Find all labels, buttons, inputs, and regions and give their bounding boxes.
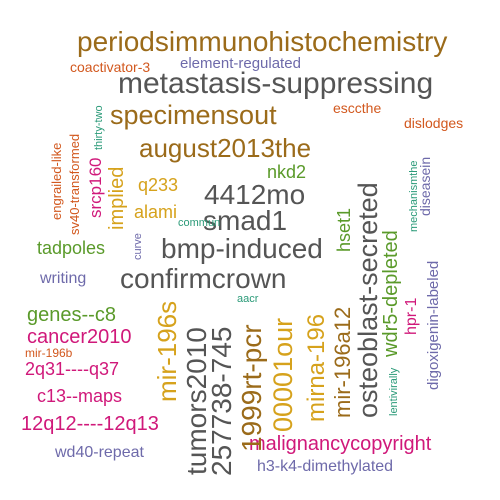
word-dislodges: dislodges (404, 116, 463, 130)
word-specimensout: specimensout (110, 102, 277, 129)
word-lentivirally: lentivirally (389, 368, 400, 416)
word-bmp-induced: bmp-induced (161, 235, 323, 263)
word-c13--maps: c13--maps (37, 387, 122, 405)
word-genes--c8: genes--c8 (27, 305, 116, 325)
word-confirmcrown: confirmcrown (120, 265, 286, 293)
word-malignancycopyright: malignancycopyright (249, 434, 431, 454)
word-mir-196b: mir-196b (25, 347, 72, 359)
word-engrailed-like: engrailed-like (50, 143, 63, 220)
word-curve: curve (133, 233, 144, 260)
word-mirna-196: mirna-196 (305, 314, 329, 422)
word-h3-k4-dimethylated: h3-k4-dimethylated (257, 459, 393, 475)
word-osteoblast-secreted: osteoblast-secreted (355, 182, 382, 418)
word-implied: implied (107, 167, 127, 230)
word-diseasein: diseasein (418, 157, 432, 216)
word-wdr5-depleted: wdr5-depleted (381, 230, 401, 357)
word-wd40-repeat: wd40-repeat (55, 445, 144, 461)
word-mir-196a12: mir-196a12 (332, 307, 354, 418)
word-257738-745: 257738-745 (208, 327, 236, 476)
word-esccthe: esccthe (333, 101, 381, 115)
word-hset1: hset1 (335, 208, 353, 252)
word-hpr-1: hpr-1 (404, 298, 420, 335)
word-commun: commun (178, 218, 220, 229)
word-mir-196s: mir-196s (154, 301, 180, 402)
word-1999rt-pcr: 1999rt-pcr (238, 324, 266, 452)
word-august2013the: august2013the (139, 135, 311, 161)
word-thirty-two: thirty-two (94, 105, 105, 150)
word-2q31----q37: 2q31----q37 (25, 360, 119, 378)
word-metastasis-suppressing: metastasis-suppressing (118, 69, 433, 99)
word-q233: q233 (138, 176, 178, 194)
word-digoxigenin-labeled: digoxigenin-labeled (426, 261, 441, 390)
word-12q12----12q13: 12q12----12q13 (21, 414, 159, 434)
word-aacr: aacr (237, 294, 258, 305)
word-periodsimmunohistochemistry: periodsimmunohistochemistry (77, 28, 447, 56)
word-00001our: 00001our (270, 318, 297, 432)
word-sv40-transformed: sv40-transformed (68, 134, 81, 235)
word-writing: writing (40, 271, 86, 287)
word-cancer2010: cancer2010 (27, 327, 132, 347)
word-alami: alami (134, 203, 177, 221)
word-tadpoles: tadpoles (37, 239, 105, 257)
word-nkd2: nkd2 (267, 163, 306, 181)
word-srcp160: srcp160 (87, 158, 104, 218)
